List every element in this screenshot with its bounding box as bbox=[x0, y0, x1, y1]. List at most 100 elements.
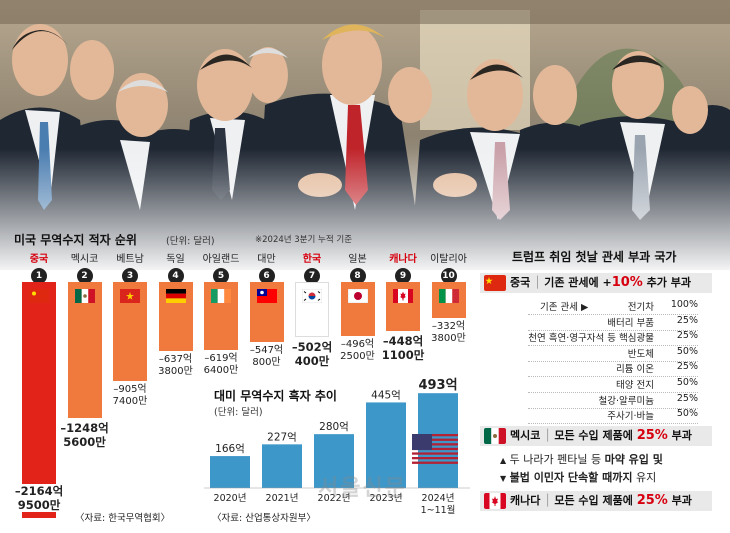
year-label: 2020년 bbox=[214, 493, 247, 504]
surplus-value-label: 445억 bbox=[371, 389, 401, 401]
country-label: 아일랜드 bbox=[202, 254, 240, 265]
mexico-tariff-pct: 25% bbox=[636, 428, 668, 443]
rank-badge: 7 bbox=[304, 268, 320, 284]
mexico-canada-condition-note: ▲ 두 나라가 펜타닐 등 마약 유입 및 ▼ 불법 이민자 단속할 때까지 유… bbox=[500, 453, 663, 484]
china-tariff-pct: 10% bbox=[611, 275, 643, 290]
canada-flag-icon bbox=[484, 493, 506, 509]
vietnam-flag-icon bbox=[120, 288, 140, 303]
tariff-row: 천연 흑연·영구자석 등 핵심광물 25% bbox=[528, 330, 698, 347]
surplus-value-label: 166억 bbox=[215, 443, 245, 455]
deficit-value-label: –1248억 5600만 bbox=[60, 421, 109, 450]
taiwan-flag-icon bbox=[256, 288, 277, 303]
tariff-item: 배터리 부품 bbox=[607, 317, 654, 329]
germany-flag-icon bbox=[165, 288, 186, 303]
left-chart-title: 미국 무역수지 적자 순위 bbox=[14, 233, 137, 247]
china-tariff-text-b: 추가 부과 bbox=[642, 276, 691, 289]
tariff-row: 배터리 부품 25% bbox=[528, 315, 698, 331]
surplus-value-label: 493억 bbox=[418, 378, 457, 393]
left-chart-unit: (단위: 달러) bbox=[166, 236, 215, 247]
mexico-tariff-header: 멕시코 │ 모든 수입 제품에 25% 부과 bbox=[480, 426, 712, 446]
country-label: 한국 bbox=[302, 254, 322, 265]
deficit-bar bbox=[22, 282, 56, 518]
rank-badge: 10 bbox=[440, 268, 457, 284]
deficit-bar bbox=[67, 282, 102, 419]
italy-flag-icon bbox=[438, 288, 459, 303]
tariff-rate: 25% bbox=[676, 361, 698, 373]
tariff-item: 철강·알루미늄 bbox=[598, 395, 654, 407]
deficit-value-label: –332억 3800만 bbox=[431, 321, 466, 345]
surplus-value-label: 280억 bbox=[319, 421, 349, 433]
china-flag-icon bbox=[484, 275, 506, 291]
tariff-row: 반도체 50% bbox=[528, 346, 698, 362]
surplus-bar bbox=[366, 402, 406, 488]
watermark: 서울신문 bbox=[318, 476, 407, 501]
tariff-item: 리튬 이온 bbox=[616, 364, 654, 376]
tariff-rate: 50% bbox=[676, 345, 698, 357]
tariff-item: 주사기·바늘 bbox=[607, 411, 654, 423]
deficit-value-label: –2164억 9500만 bbox=[9, 484, 69, 512]
mexico-tariff-text-b: 부과 bbox=[667, 429, 692, 442]
tariff-row: 전기차 100% bbox=[528, 299, 698, 315]
tariff-row: 주사기·바늘 50% bbox=[528, 408, 698, 425]
country-label: 독일 bbox=[166, 254, 185, 265]
deficit-value-label: –619억 6400만 bbox=[203, 352, 239, 376]
tariff-item: 전기차 bbox=[627, 302, 654, 313]
deficit-value-label: –637억 3800만 bbox=[158, 354, 193, 378]
tariff-rate: 25% bbox=[676, 314, 698, 326]
country-label: 일본 bbox=[348, 254, 367, 265]
rank-badge: 9 bbox=[395, 268, 411, 284]
country-label: 멕시코 bbox=[70, 254, 99, 265]
tariff-item: 태양 전지 bbox=[616, 380, 654, 391]
news-photo bbox=[0, 0, 730, 270]
surplus-bar-chart: 166억 2020년 227억 2021년 280억 2022년 445억 2023년 493억… bbox=[204, 378, 470, 516]
china-tariff-header: 중국 │ 기존 관세에 +10% 추가 부과 bbox=[480, 273, 712, 293]
year-label: 2023년 bbox=[370, 493, 403, 504]
year-label: 2022년 bbox=[318, 493, 351, 504]
china-tariff-text-a: 기존 관세에 + bbox=[544, 276, 612, 289]
deficit-value-label: –547억 800만 bbox=[249, 344, 284, 368]
china-flag-icon bbox=[29, 288, 49, 303]
japan-flag-icon bbox=[347, 288, 368, 304]
country-label: 중국 bbox=[29, 254, 49, 265]
rank-badge: 1 bbox=[31, 268, 47, 284]
tariff-row: 태양 전지 50% bbox=[528, 377, 698, 393]
rank-badge: 8 bbox=[349, 268, 366, 284]
left-chart-source: 〈자료: 한국무역협회〉 bbox=[75, 513, 171, 524]
tariff-rate: 100% bbox=[670, 299, 698, 310]
year-label-sub: 1~11월 bbox=[421, 504, 456, 516]
mexico-flag-icon bbox=[74, 288, 95, 303]
surplus-bar bbox=[262, 444, 302, 488]
tariff-rate: 50% bbox=[676, 408, 698, 420]
korea-flag-icon bbox=[301, 288, 323, 304]
rank-badge: 2 bbox=[76, 268, 93, 284]
mexico-tariff-text-a: 모든 수입 제품에 bbox=[554, 429, 637, 442]
canada-tariff-pct: 25% bbox=[636, 493, 668, 508]
existing-tariff-label: 기존 관세 ▶ bbox=[540, 302, 589, 313]
tariff-rate: 25% bbox=[676, 392, 698, 404]
canada-tariff-header: 캐나다 │ 모든 수입 제품에 25% 부과 bbox=[480, 491, 712, 511]
rank-badge: 5 bbox=[213, 268, 229, 284]
rank-badge: 3 bbox=[122, 268, 138, 284]
country-label: 베트남 bbox=[116, 254, 144, 265]
canada-label: 캐나다 bbox=[510, 494, 541, 507]
left-chart-note: ※2024년 3분기 누적 기준 bbox=[255, 235, 353, 245]
surplus-bar bbox=[210, 456, 250, 488]
tariff-item: 반도체 bbox=[627, 348, 654, 360]
deficit-value-label: –502억 400만 bbox=[291, 339, 333, 368]
surplus-bar bbox=[314, 434, 354, 488]
deficit-value-label: –448억 1100만 bbox=[381, 333, 425, 362]
inset-chart-title: 대미 무역수지 흑자 추이 bbox=[214, 389, 337, 403]
canada-flag-icon bbox=[393, 288, 413, 303]
mexico-flag-icon bbox=[484, 428, 506, 444]
china-label: 중국 bbox=[510, 276, 531, 289]
right-panel-title: 트럼프 취임 첫날 관세 부과 국가 bbox=[512, 250, 677, 264]
canada-tariff-text-b: 부과 bbox=[667, 494, 692, 507]
tariff-row: 철강·알루미늄 25% bbox=[528, 393, 698, 409]
usa-flag-icon bbox=[412, 434, 458, 464]
country-label: 캐나다 bbox=[389, 254, 417, 265]
ireland-flag-icon bbox=[211, 288, 231, 303]
deficit-value-label: –496억 2500만 bbox=[340, 339, 375, 363]
country-label: 대만 bbox=[257, 254, 276, 265]
tariff-item: 천연 흑연·영구자석 등 핵심광물 bbox=[528, 333, 654, 345]
rank-badge: 4 bbox=[167, 268, 184, 284]
